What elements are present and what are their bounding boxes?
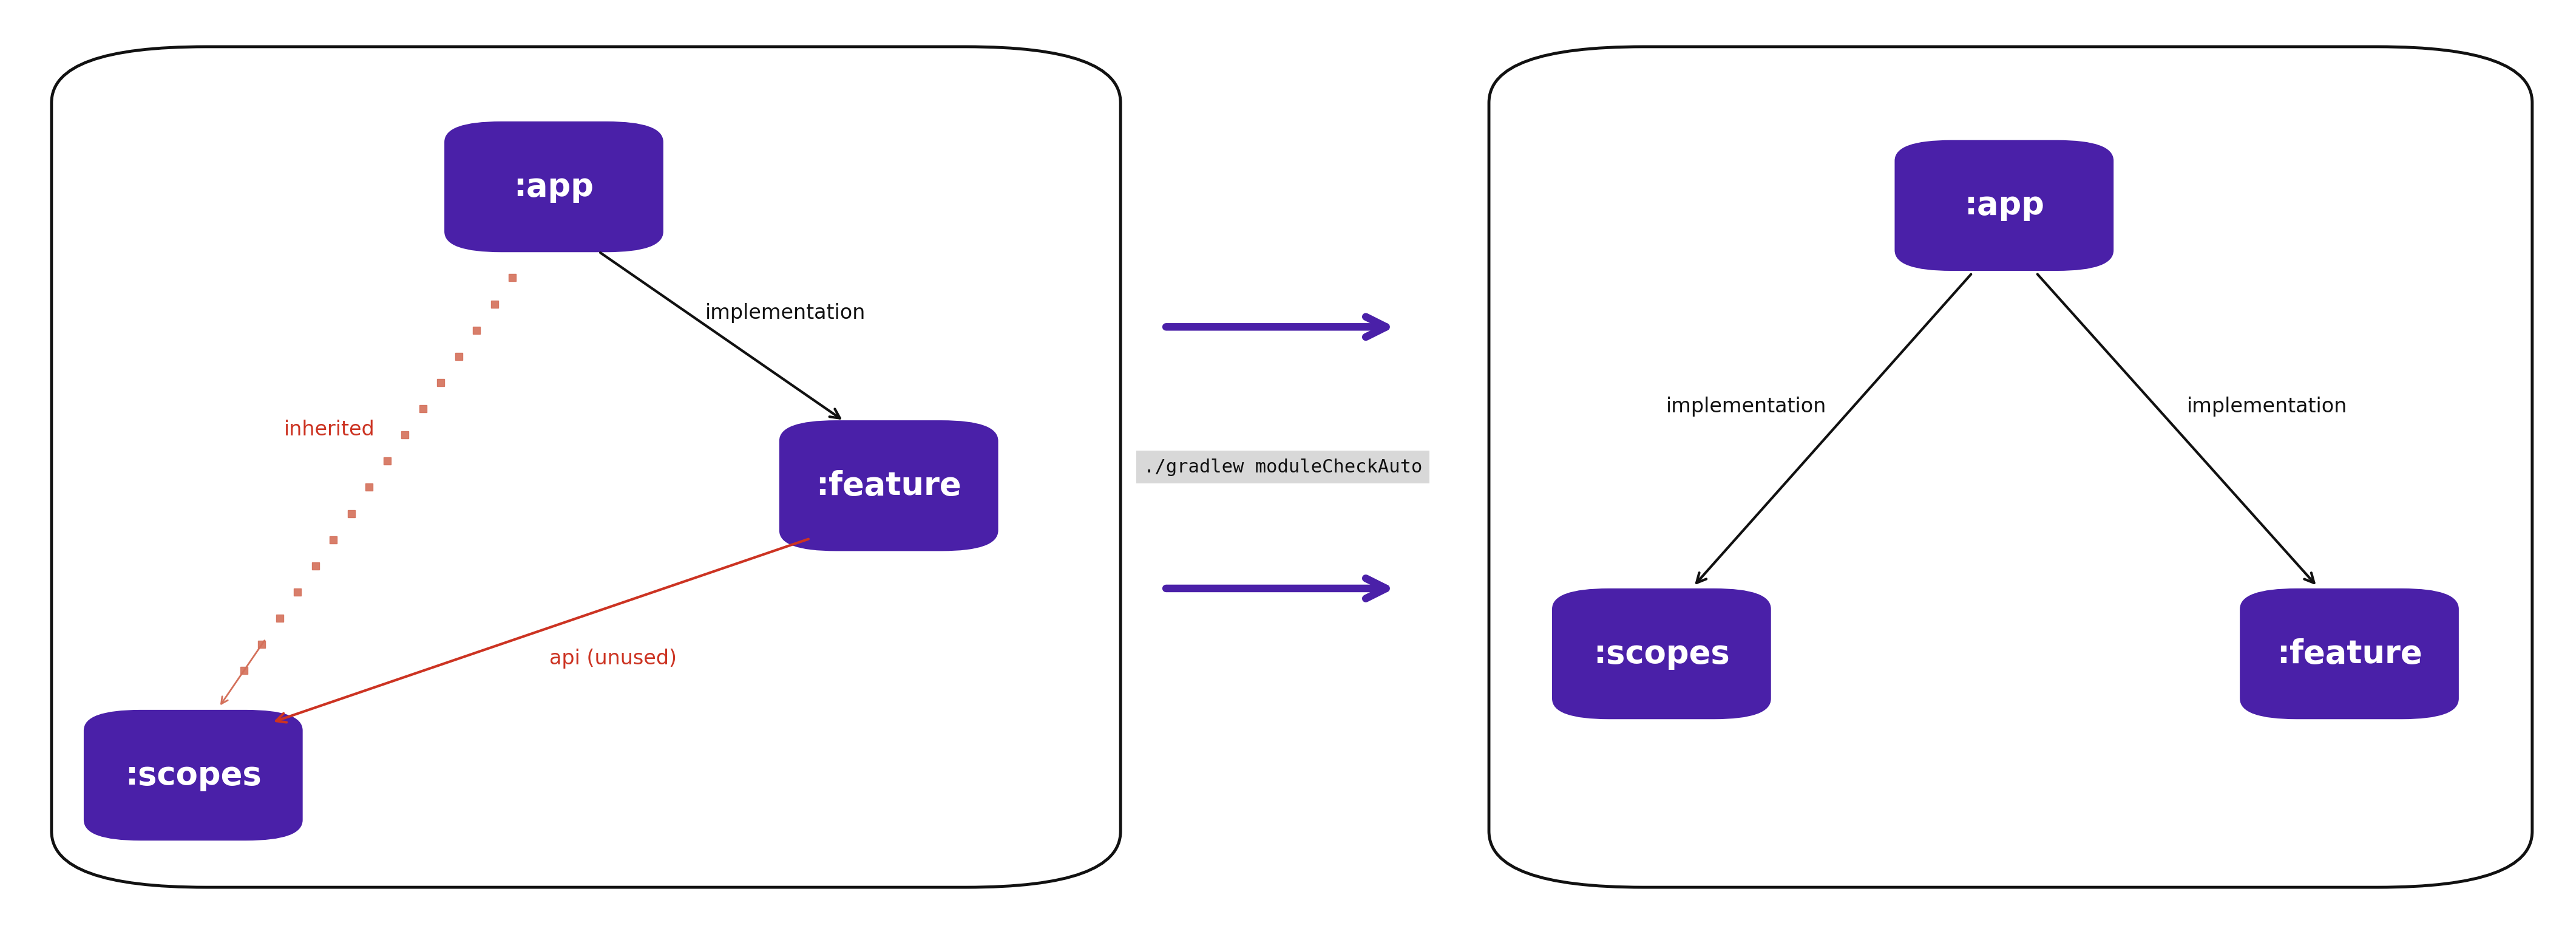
FancyBboxPatch shape: [1489, 47, 2532, 887]
FancyBboxPatch shape: [82, 710, 304, 841]
FancyBboxPatch shape: [2241, 588, 2458, 719]
Text: inherited: inherited: [283, 419, 376, 440]
Text: :feature: :feature: [817, 470, 961, 502]
FancyBboxPatch shape: [1893, 140, 2112, 271]
Text: implementation: implementation: [1667, 396, 1826, 417]
Text: api (unused): api (unused): [549, 648, 677, 669]
Text: implementation: implementation: [706, 303, 866, 323]
FancyBboxPatch shape: [778, 420, 997, 551]
Text: ./gradlew moduleCheckAuto: ./gradlew moduleCheckAuto: [1144, 459, 1422, 475]
Text: :app: :app: [513, 171, 595, 203]
Text: :scopes: :scopes: [1595, 638, 1728, 670]
Text: :scopes: :scopes: [126, 759, 260, 791]
FancyBboxPatch shape: [1551, 588, 1772, 719]
Text: :app: :app: [1963, 190, 2045, 221]
Text: :feature: :feature: [2277, 638, 2421, 670]
FancyBboxPatch shape: [52, 47, 1121, 887]
FancyBboxPatch shape: [443, 121, 662, 252]
Text: implementation: implementation: [2187, 396, 2347, 417]
